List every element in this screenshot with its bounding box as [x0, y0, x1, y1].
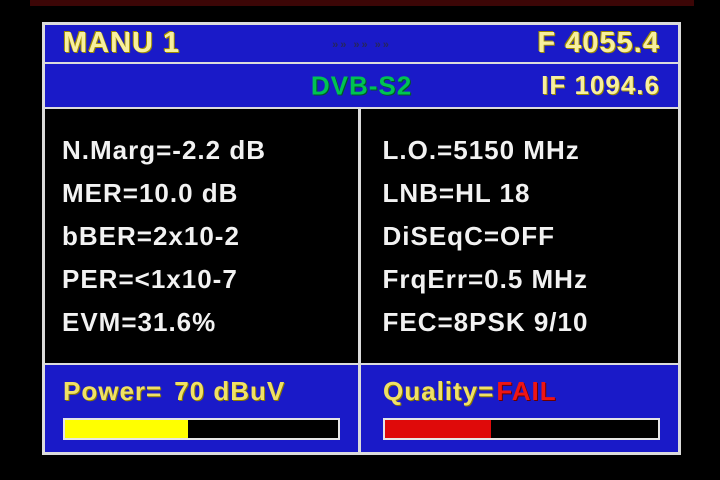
power-section: Power= 70 dBuV: [45, 365, 358, 452]
power-value: 70 dBuV: [174, 376, 286, 406]
lnb-line: LNB=HL 18: [382, 178, 531, 208]
quality-section: Quality= FAIL: [361, 365, 678, 452]
power-label-row: Power= 70 dBuV: [63, 376, 358, 407]
channel-name-label: MANU 1: [63, 27, 181, 59]
nmarg-line: N.Marg=-2.2 dB: [62, 135, 266, 165]
measurements-left-column: N.Marg=-2.2 dB MER=10.0 dB bBER=2x10-2 P…: [45, 109, 358, 363]
lo-line: L.O.=5150 MHz: [382, 135, 580, 165]
quality-label: Quality=: [383, 376, 495, 406]
fec-line: FEC=8PSK 9/10: [382, 307, 589, 337]
measurement-panel: MANU 1 »» »» »» F 4055.4 DVB-S2 IF 1094.…: [42, 22, 681, 455]
frequency-label: F 4055.4: [537, 27, 660, 59]
quality-bar-fill: [385, 420, 492, 438]
levels-area: Power= 70 dBuV Quality= FAIL: [45, 365, 678, 452]
column-divider: [357, 109, 361, 363]
footer-column-divider: [358, 365, 361, 452]
power-bar: [63, 418, 340, 440]
if-frequency-label: IF 1094.6: [541, 70, 660, 100]
quality-value: FAIL: [496, 376, 557, 406]
measurements-area: N.Marg=-2.2 dB MER=10.0 dB bBER=2x10-2 P…: [45, 109, 678, 363]
header-divider: [45, 62, 678, 64]
standard-row: DVB-S2 IF 1094.6: [45, 64, 678, 107]
power-label: Power=: [63, 376, 163, 406]
center-marks: »» »» »»: [332, 39, 391, 52]
evm-line: EVM=31.6%: [62, 307, 217, 337]
quality-bar: [383, 418, 660, 440]
quality-label-row: Quality= FAIL: [383, 376, 678, 407]
power-bar-fill: [65, 420, 188, 438]
per-line: PER=<1x10-7: [62, 264, 238, 294]
frqerr-line: FrqErr=0.5 MHz: [382, 264, 588, 294]
bber-line: bBER=2x10-2: [62, 221, 240, 251]
measurements-right-column: L.O.=5150 MHz LNB=HL 18 DiSEqC=OFF FrqEr…: [361, 109, 679, 363]
video-artifact-strip: [30, 0, 694, 6]
header-row: MANU 1 »» »» »» F 4055.4: [45, 25, 678, 62]
body-top-divider: [45, 107, 678, 109]
standard-label: DVB-S2: [310, 70, 413, 100]
diseqc-line: DiSEqC=OFF: [382, 221, 556, 251]
footer-top-divider: [45, 363, 678, 365]
mer-line: MER=10.0 dB: [62, 178, 239, 208]
